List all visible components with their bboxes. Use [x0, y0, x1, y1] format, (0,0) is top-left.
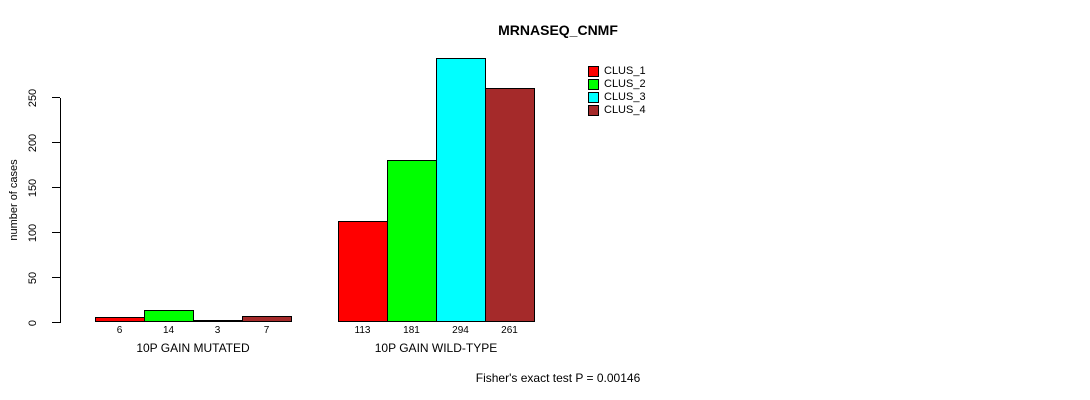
y-axis-tick: [52, 187, 60, 188]
bar-clus-3-10p-gain-wild-type: [436, 57, 486, 323]
y-axis-tick: [52, 277, 60, 278]
y-axis-tick-label: 100: [27, 223, 39, 242]
bar-value-label: 14: [162, 325, 175, 336]
y-axis-tick: [52, 232, 60, 233]
legend-label-clus-1: CLUS_1: [604, 65, 646, 77]
legend-swatch-clus-3: [588, 92, 599, 103]
bar-value-label: 261: [501, 325, 518, 336]
stat-annotation: Fisher's exact test P = 0.00146: [475, 371, 641, 385]
y-axis-tick: [52, 142, 60, 143]
bar-clus-4-10p-gain-wild-type: [485, 87, 535, 323]
bar-clus-4-10p-gain-mutated: [242, 316, 292, 323]
bar-value-label: 7: [263, 325, 270, 336]
category-label-10p-gain-wild-type: 10P GAIN WILD-TYPE: [374, 341, 498, 355]
bar-clus-2-10p-gain-mutated: [144, 309, 194, 323]
y-axis-tick-label: 0: [27, 319, 39, 326]
y-axis-tick-label: 50: [27, 271, 39, 284]
y-axis-tick-label: 150: [27, 178, 39, 197]
bar-clus-1-10p-gain-mutated: [95, 317, 145, 323]
y-axis-tick: [52, 97, 60, 98]
y-axis-tick-label: 250: [27, 88, 39, 107]
bar-clus-3-10p-gain-mutated: [193, 319, 243, 323]
legend-swatch-clus-1: [588, 66, 599, 77]
y-axis-title: number of cases: [8, 159, 20, 241]
bar-clus-2-10p-gain-wild-type: [387, 159, 437, 323]
bar-value-label: 113: [354, 325, 371, 336]
legend-label-clus-4: CLUS_4: [604, 104, 646, 116]
legend-swatch-clus-2: [588, 79, 599, 90]
bar-clus-1-10p-gain-wild-type: [338, 220, 388, 323]
y-axis-tick-label: 200: [27, 133, 39, 152]
y-axis-line: [60, 97, 61, 323]
y-axis-tick: [52, 322, 60, 323]
bar-value-label: 3: [214, 325, 221, 336]
legend-label-clus-3: CLUS_3: [604, 91, 646, 103]
legend-label-clus-2: CLUS_2: [604, 78, 646, 90]
legend-swatch-clus-4: [588, 105, 599, 116]
category-label-10p-gain-mutated: 10P GAIN MUTATED: [136, 341, 250, 355]
bar-value-label: 6: [116, 325, 123, 336]
chart-title: MRNASEQ_CNMF: [498, 22, 618, 38]
bar-value-label: 181: [403, 325, 420, 336]
bar-value-label: 294: [452, 325, 469, 336]
